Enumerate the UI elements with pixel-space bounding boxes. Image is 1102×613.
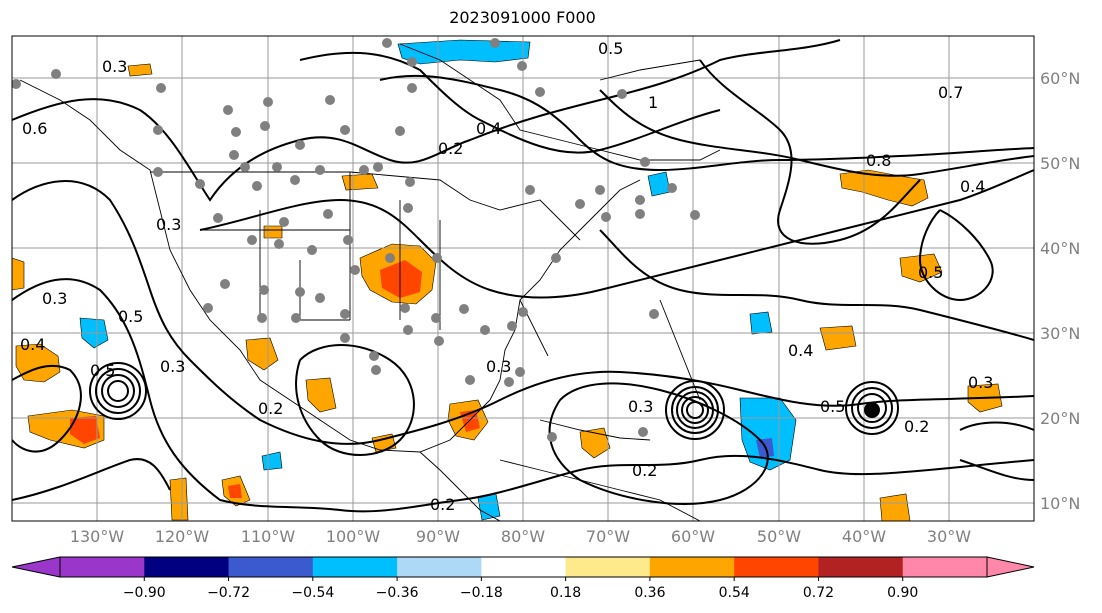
contour-label: 0.3 [968,373,993,392]
contour-label: 0.7 [938,83,963,102]
contour-lines [12,39,1034,513]
colorbar-ticks: −0.90 −0.72 −0.54 −0.36 −0.18 0.18 0.36 … [123,585,918,601]
lon-tick-label: 120°W [155,527,210,546]
contour-label: 0.5 [598,39,623,58]
contour-label: 0.4 [20,335,45,354]
contour-label-group: 0.3 0.5 0.6 0.4 0.2 1 0.7 0.8 0.5 0.4 0.… [20,39,993,514]
contour-label: 0.4 [476,119,501,138]
colorbar-segment [902,557,988,577]
colorbar-frame [59,556,988,578]
colorbar-tick-label: −0.90 [123,585,166,601]
colorbar-tick-label: 0.72 [803,585,834,601]
colorbar-tick-label: 0.36 [634,585,665,601]
latitude-axis: 60°N 50°N 40°N 30°N 20°N 10°N [1040,69,1080,513]
map-title: 2023091000 F000 [449,8,596,27]
colorbar-under-arrow [11,556,61,578]
contour-label: 0.6 [22,119,47,138]
contour-label: 0.4 [788,341,813,360]
colorbar-segment [228,557,314,577]
colorbar-tick-label: 0.90 [887,585,918,601]
colorbar-tick-label: −0.18 [460,585,503,601]
coastlines [19,43,721,521]
contour-label: 0.5 [918,263,943,282]
colorbar [11,556,1035,581]
contour-label: 0.5 [820,397,845,416]
map-frame [11,35,1035,522]
colorbar-segment [60,557,145,577]
colorbar-segment [144,557,230,577]
lat-tick-label: 30°N [1040,324,1080,343]
cyclone-central [665,380,725,440]
contour-label: 0.3 [160,357,185,376]
contour-label: 0.3 [486,357,511,376]
contour-label: 0.5 [118,307,143,326]
colorbar-tick-label: −0.54 [291,585,334,601]
lon-tick-label: 80°W [501,527,545,546]
colorbar-segment [565,557,651,577]
contour-label: 0.3 [42,289,67,308]
contour-label: 0.2 [258,399,283,418]
contour-label: 0.5 [90,361,115,380]
contour-label: 0.3 [102,57,127,76]
lon-tick-label: 110°W [241,527,296,546]
contour-label: 0.2 [430,495,455,514]
contour-label: 0.3 [156,215,181,234]
contour-label: 0.2 [438,139,463,158]
lon-tick-label: 70°W [586,527,630,546]
cyclone-east [845,381,899,435]
lon-tick-label: 40°W [842,527,886,546]
colorbar-tick-label: 0.54 [719,585,750,601]
lat-tick-label: 60°N [1040,69,1080,88]
lat-tick-label: 50°N [1040,154,1080,173]
colorbar-tick-label: 0.18 [550,585,581,601]
contour-label: 0.3 [628,397,653,416]
colorbar-over-arrow [986,556,1035,578]
lat-tick-label: 20°N [1040,409,1080,428]
lat-tick-label: 40°N [1040,239,1080,258]
colorbar-segment [481,557,567,577]
lon-tick-label: 90°W [416,527,460,546]
station-dots [12,38,700,442]
contour-label: 0.2 [904,417,929,436]
lon-tick-label: 130°W [70,527,125,546]
lon-tick-label: 30°W [927,527,971,546]
colorbar-segment [818,557,904,577]
colorbar-segment [312,557,398,577]
contour-label: 0.2 [632,461,657,480]
cyclone-west [89,362,147,420]
colorbar-segment [397,557,482,577]
colorbar-tick-label: −0.72 [207,585,250,601]
graticule [12,36,1034,521]
colorbar-segment [649,557,735,577]
longitude-axis: 130°W 120°W 110°W 100°W 90°W 80°W 70°W 6… [70,527,971,546]
colorbar-tick-label: −0.36 [376,585,419,601]
lat-tick-label: 10°N [1040,494,1080,513]
lon-tick-label: 60°W [671,527,715,546]
lon-tick-label: 50°W [757,527,801,546]
contour-label: 0.4 [960,177,985,196]
contour-label: 1 [648,93,658,112]
contour-label: 0.8 [866,151,891,170]
colorbar-segment [734,557,819,577]
cyclone-east-core [864,402,880,418]
lon-tick-label: 100°W [326,527,381,546]
